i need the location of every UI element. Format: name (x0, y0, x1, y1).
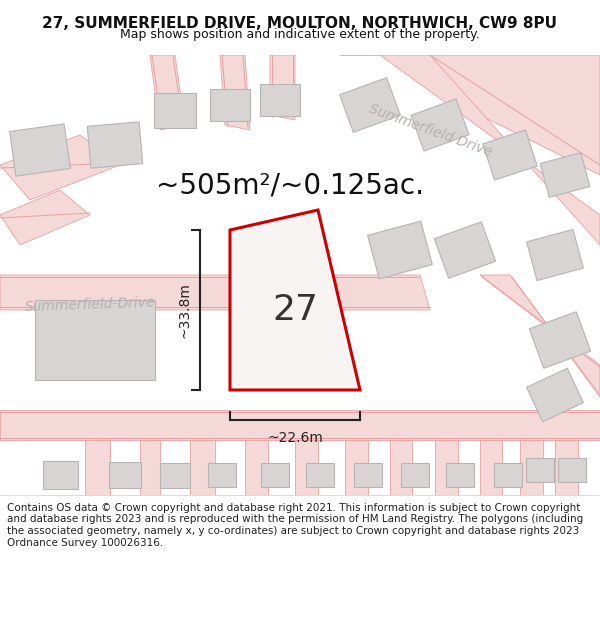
Polygon shape (0, 135, 120, 200)
Polygon shape (340, 55, 600, 245)
Bar (411, 99, 469, 151)
Bar (340, 78, 400, 132)
Polygon shape (220, 55, 250, 130)
Bar (558, 458, 586, 482)
Polygon shape (0, 275, 430, 310)
Bar (494, 463, 522, 487)
Bar (527, 229, 583, 281)
Bar (306, 463, 334, 487)
Bar (526, 458, 554, 482)
Text: Map shows position and indicative extent of the property.: Map shows position and indicative extent… (120, 28, 480, 41)
Text: Summerfield‑Drive: Summerfield‑Drive (25, 296, 155, 314)
Bar (527, 368, 583, 422)
Bar (529, 312, 590, 368)
Bar (446, 463, 474, 487)
Polygon shape (0, 190, 90, 245)
Polygon shape (230, 210, 360, 390)
Polygon shape (295, 440, 318, 495)
Bar (160, 462, 190, 488)
Polygon shape (245, 440, 268, 495)
Polygon shape (270, 55, 295, 120)
Polygon shape (520, 440, 543, 495)
Text: Summerfield Drive: Summerfield Drive (367, 101, 493, 159)
Bar (210, 89, 250, 121)
Polygon shape (480, 275, 600, 395)
Bar (483, 130, 537, 180)
Text: Contains OS data © Crown copyright and database right 2021. This information is : Contains OS data © Crown copyright and d… (7, 503, 583, 548)
Polygon shape (390, 440, 412, 495)
Bar (10, 124, 70, 176)
Bar (540, 152, 590, 198)
Bar (261, 463, 289, 487)
Text: 27, SUMMERFIELD DRIVE, MOULTON, NORTHWICH, CW9 8PU: 27, SUMMERFIELD DRIVE, MOULTON, NORTHWIC… (43, 16, 557, 31)
Polygon shape (85, 440, 110, 495)
Bar (109, 462, 141, 488)
Text: ~33.8m: ~33.8m (177, 282, 191, 338)
Polygon shape (420, 55, 600, 175)
Bar (401, 463, 429, 487)
Polygon shape (555, 440, 578, 495)
Bar (434, 222, 496, 278)
Bar (35, 300, 155, 380)
Text: ~22.6m: ~22.6m (267, 431, 323, 445)
Polygon shape (150, 55, 185, 130)
Bar (354, 463, 382, 487)
Bar (154, 92, 196, 128)
Polygon shape (190, 440, 215, 495)
Bar (87, 122, 143, 168)
Bar (208, 463, 236, 487)
Bar (368, 221, 433, 279)
Polygon shape (345, 440, 368, 495)
Bar (260, 84, 300, 116)
Polygon shape (140, 440, 160, 495)
Polygon shape (0, 410, 600, 440)
Bar (43, 461, 77, 489)
Polygon shape (435, 440, 458, 495)
Text: ~505m²/~0.125ac.: ~505m²/~0.125ac. (156, 171, 424, 199)
Text: 27: 27 (272, 293, 318, 327)
Polygon shape (480, 440, 502, 495)
